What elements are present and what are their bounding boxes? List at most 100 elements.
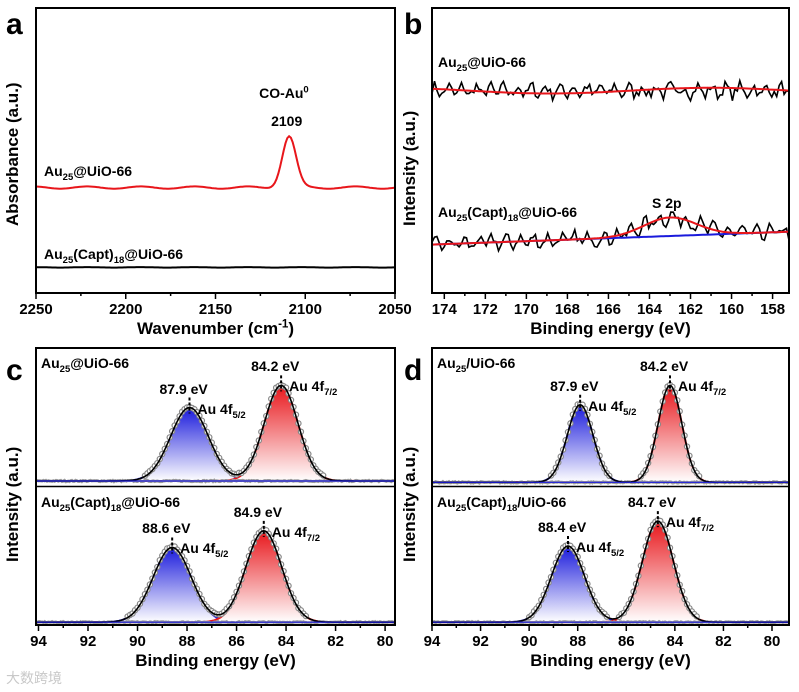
x-axis-label-part: Binding energy (eV) — [530, 319, 691, 338]
x-tick-label: 84 — [278, 634, 295, 649]
panel-label-c: c — [6, 356, 23, 386]
peak-assignment-label-part: Au 4f — [289, 378, 325, 395]
series-label-part: 18 — [113, 255, 125, 267]
x-tick-label: 94 — [424, 634, 441, 649]
peak-energy-label: 84.9 eV — [234, 505, 282, 519]
y-axis-label: Intensity (a.u.) — [400, 446, 419, 562]
peak-energy-label: 87.9 eV — [550, 379, 598, 393]
component-fill-red — [432, 521, 789, 623]
peak-assignment-label: Au 4f7/2 — [289, 378, 337, 397]
x-tick-label: 80 — [764, 634, 781, 649]
peak-assignment-label-part: 7/2 — [713, 387, 727, 399]
subplot-label-part: /UiO-66 — [517, 493, 567, 510]
series-label-part: 18 — [507, 212, 519, 224]
fit-line-1 — [431, 216, 790, 246]
x-tick-label: 82 — [715, 634, 732, 649]
peak-energy-label: 84.2 eV — [640, 359, 688, 373]
peak-assignment-label: Au 4f5/2 — [198, 402, 246, 420]
x-tick-label-part: 162 — [678, 301, 704, 318]
component-line-blue — [432, 403, 789, 484]
subplot-label-part: /UiO-66 — [466, 355, 516, 371]
peak-energy-label-part: 88.6 eV — [142, 520, 191, 537]
subplot-label-part: 25 — [455, 363, 467, 375]
envelope-fit-line — [432, 520, 789, 623]
component-fill-red — [36, 385, 395, 481]
subplot-label-part: 25 — [59, 363, 71, 375]
y-axis-label: Intensity (a.u.) — [3, 446, 22, 562]
y-axis-label: Absorbance (a.u.) — [3, 81, 22, 226]
x-tick-label-part: 90 — [129, 633, 146, 650]
x-tick-label: 82 — [327, 634, 344, 649]
x-tick-label: 158 — [760, 302, 785, 317]
peak-energy-label-part: 87.9 eV — [159, 380, 208, 397]
peak-assignment-label-part: 7/2 — [306, 532, 320, 544]
panel-label-a: a — [6, 10, 23, 40]
x-tick-label-part: 2250 — [19, 301, 53, 318]
x-tick-label-part: 166 — [595, 301, 621, 318]
peak-energy-label-part: 87.9 eV — [550, 377, 599, 394]
x-tick-label-part: 160 — [719, 301, 745, 318]
x-tick-label-part: 80 — [763, 633, 781, 650]
x-tick-label-part: 92 — [79, 633, 97, 650]
x-axis-label: Wavenumber (cm-1) — [137, 318, 294, 337]
series-label-part: (Capt) — [73, 246, 114, 263]
peak-assignment-label-part: 5/2 — [611, 547, 625, 559]
watermark: 大数跨境 — [6, 670, 62, 686]
peak-assignment-label: Au 4f7/2 — [678, 379, 726, 397]
x-axis-label: Binding energy (eV) — [530, 652, 691, 669]
peak-energy-label-part: 84.2 eV — [251, 358, 300, 375]
x-axis-label-part: -1 — [278, 318, 289, 331]
component-fill-blue — [36, 407, 395, 481]
subplot-label-part: (Capt) — [466, 493, 507, 510]
peak-assignment-label-part: 5/2 — [623, 406, 637, 418]
panel-label-b: b — [404, 10, 422, 40]
x-tick-label-part: 2200 — [109, 301, 143, 318]
series-label-part: @UiO-66 — [124, 246, 184, 263]
x-tick-label-part: 92 — [472, 633, 489, 650]
x-tick-label-part: 2150 — [198, 301, 233, 318]
series-label: Au25@UiO-66 — [438, 53, 526, 73]
series-label-part: Au — [44, 162, 63, 179]
y-axis-label: Intensity (a.u.) — [400, 110, 419, 225]
peak-energy-label-part: 84.2 eV — [640, 358, 689, 375]
x-tick-label: 166 — [596, 302, 621, 317]
series-label-part: 25 — [456, 212, 468, 224]
y-axis-label-part: Intensity (a.u.) — [400, 446, 419, 562]
plot-frame-d — [431, 347, 790, 626]
x-tick-label-part: 86 — [228, 633, 245, 650]
x-tick-label: 94 — [30, 634, 47, 649]
series-label-part: 25 — [62, 171, 74, 183]
series-line-0 — [35, 134, 396, 190]
peak-assignment-label: Au 4f5/2 — [576, 540, 624, 558]
x-tick-label-part: 84 — [277, 633, 295, 650]
series-label-part: @UiO-66 — [518, 203, 578, 220]
x-tick-label: 88 — [179, 634, 196, 649]
series-label-part: Au — [438, 53, 457, 70]
plot-frame-b — [431, 7, 790, 294]
peak-energy-label-part: 84.7 eV — [627, 494, 677, 511]
y-axis-label-part: Intensity (a.u.) — [3, 446, 22, 562]
subplot-label-part: 25 — [455, 502, 467, 514]
raw-data-line-1 — [431, 211, 790, 254]
x-tick-label-part: 88 — [178, 633, 196, 650]
s2p-peak-label-part: S 2p — [652, 195, 682, 212]
x-tick-label: 90 — [521, 634, 538, 649]
subplot-label-part: Au — [437, 493, 456, 510]
peak-energy-label: 84.7 eV — [628, 495, 676, 509]
fit-line-0 — [431, 86, 790, 95]
peak-assignment-label: Au 4f5/2 — [588, 397, 636, 417]
x-tick-label-part: 84 — [666, 633, 684, 650]
x-tick-label-part: 168 — [554, 301, 580, 318]
peak-2109-label-part: 2109 — [271, 113, 303, 130]
x-tick-label-part: 86 — [617, 633, 635, 650]
subplot-label-part: Au — [41, 493, 60, 510]
x-tick-label-part: 158 — [760, 301, 786, 318]
peak-assignment-label: Au 4f5/2 — [180, 541, 228, 559]
peak-assignment-label-part: 5/2 — [215, 549, 229, 561]
x-axis-label: Binding energy (eV) — [135, 652, 296, 669]
x-tick-label-part: 164 — [636, 301, 662, 318]
peak-assignment-label-part: Au 4f — [588, 397, 624, 414]
y-axis-label-part: Absorbance (a.u.) — [3, 81, 22, 226]
x-axis-label-part: Binding energy (eV) — [530, 651, 691, 670]
